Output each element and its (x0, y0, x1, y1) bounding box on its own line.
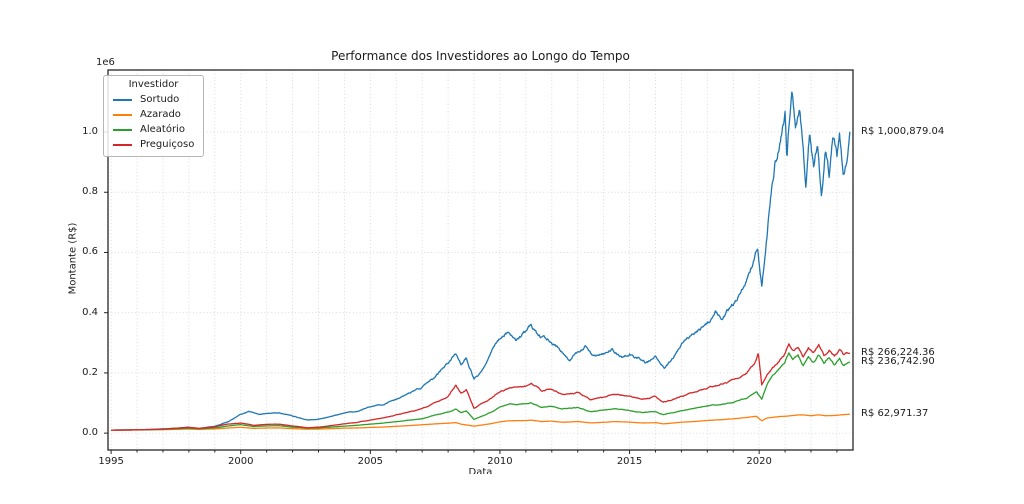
final-value-annotation-azarado: R$ 62,971.37 (861, 408, 929, 420)
final-value-annotation-aleatório: R$ 236,742.90 (861, 355, 935, 367)
legend-title: Investidor (128, 79, 179, 90)
y-tick-label: 0.2 (82, 366, 98, 378)
final-value-annotation-sortudo: R$ 1,000,879.04 (861, 125, 945, 137)
legend: Investidor Sortudo Azarado Aleatório Pregui… (103, 75, 204, 157)
y-tick-label: 0.8 (82, 186, 98, 198)
x-tick-label: 2020 (746, 456, 772, 467)
legend-swatch-sortudo (113, 98, 132, 101)
legend-item-preguiçoso: Preguiçoso (104, 137, 203, 152)
legend-swatch-preguiçoso (113, 143, 132, 146)
legend-label: Aleatório (140, 123, 185, 135)
legend-label: Sortudo (140, 93, 180, 105)
x-tick-label: 2000 (227, 456, 254, 467)
series-line-aleatório (110, 352, 851, 431)
legend-item-aleatório: Aleatório (104, 122, 203, 137)
final-value-annotation-preguiçoso: R$ 266,224.36 (861, 346, 935, 358)
legend-label: Azarado (140, 108, 181, 120)
x-tick-label: 2015 (616, 456, 643, 467)
legend-label: Preguiçoso (140, 138, 195, 150)
x-axis-label-clip: Data (108, 468, 853, 474)
x-tick-label: 2010 (487, 456, 513, 467)
series-line-azarado (110, 413, 851, 431)
y-tick-label: 0.0 (82, 427, 98, 439)
legend-items: Sortudo Azarado Aleatório Preguiçoso (104, 92, 203, 152)
legend-item-sortudo: Sortudo (104, 92, 203, 107)
x-tick-label: 1995 (98, 456, 124, 467)
legend-swatch-aleatório (113, 128, 132, 131)
x-tick-label: 2005 (357, 456, 384, 467)
legend-item-azarado: Azarado (104, 107, 203, 122)
y-tick-label: 1.0 (82, 126, 98, 138)
y-tick-label: 0.6 (82, 246, 98, 258)
legend-swatch-azarado (113, 113, 132, 116)
series-line-preguiçoso (110, 343, 851, 431)
y-axis-offset-text: 1e6 (96, 57, 115, 68)
x-axis-label: Data (468, 468, 493, 474)
y-tick-label: 0.4 (82, 306, 98, 318)
chart-title: Performance dos Investidores ao Longo do… (331, 49, 630, 63)
series-line-sortudo (110, 91, 851, 431)
